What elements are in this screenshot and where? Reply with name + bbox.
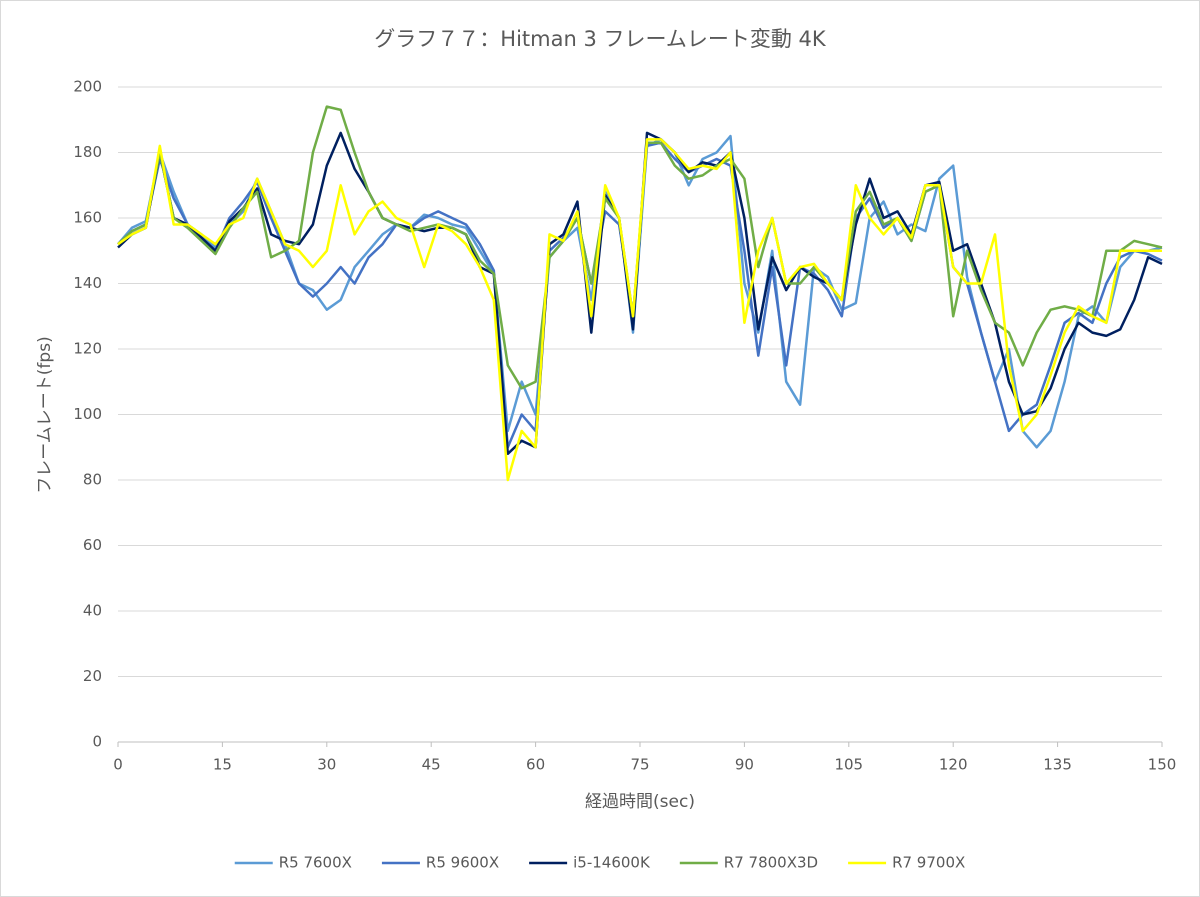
chart-title: グラフ７７：Hitman 3 フレームレート変動 4K [374,27,827,51]
y-tick-label: 20 [83,667,102,685]
x-tick-label: 45 [422,756,441,774]
y-axis-title: フレームレート(fps) [35,336,55,493]
y-tick-label: 160 [73,209,102,227]
x-tick-label: 120 [939,756,968,774]
x-tick-label: 0 [113,756,123,774]
y-tick-label: 40 [83,602,102,620]
legend: R5 7600X R5 9600X i5-14600K R7 7800X3D R7 97… [234,854,965,872]
y-tick-label: 180 [73,143,102,161]
x-tick-label: 90 [735,756,754,774]
legend-label: R7 9700X [892,854,965,872]
y-tick-label: 60 [83,536,102,554]
legend-label: R7 7800X3D [724,854,818,872]
plot [117,105,1163,482]
y-tick-label: 200 [73,78,102,96]
y-tick-label: 80 [83,471,102,489]
x-axis-title: 経過時間(sec) [585,792,695,812]
x-tick-label: 150 [1148,756,1177,774]
legend-label: i5-14600K [573,854,651,872]
x-tick-label: 105 [834,756,863,774]
x-tick-label: 75 [630,756,649,774]
legend-label: R5 7600X [279,854,352,872]
x-tick-label: 15 [213,756,232,774]
y-tick-label: 140 [73,274,102,292]
y-tick-label: 120 [73,340,102,358]
x-tick-label: 135 [1043,756,1072,774]
x-tick-label: 30 [317,756,336,774]
legend-label: R5 9600X [426,854,499,872]
y-tick-label: 100 [73,405,102,423]
series-line [117,138,1162,482]
y-tick-label: 0 [92,733,102,751]
x-tick-label: 60 [526,756,545,774]
grid: 0 20 40 60 80 100 120 140 160 180 200 0 15 30 45 60 75 90… [73,78,1176,774]
